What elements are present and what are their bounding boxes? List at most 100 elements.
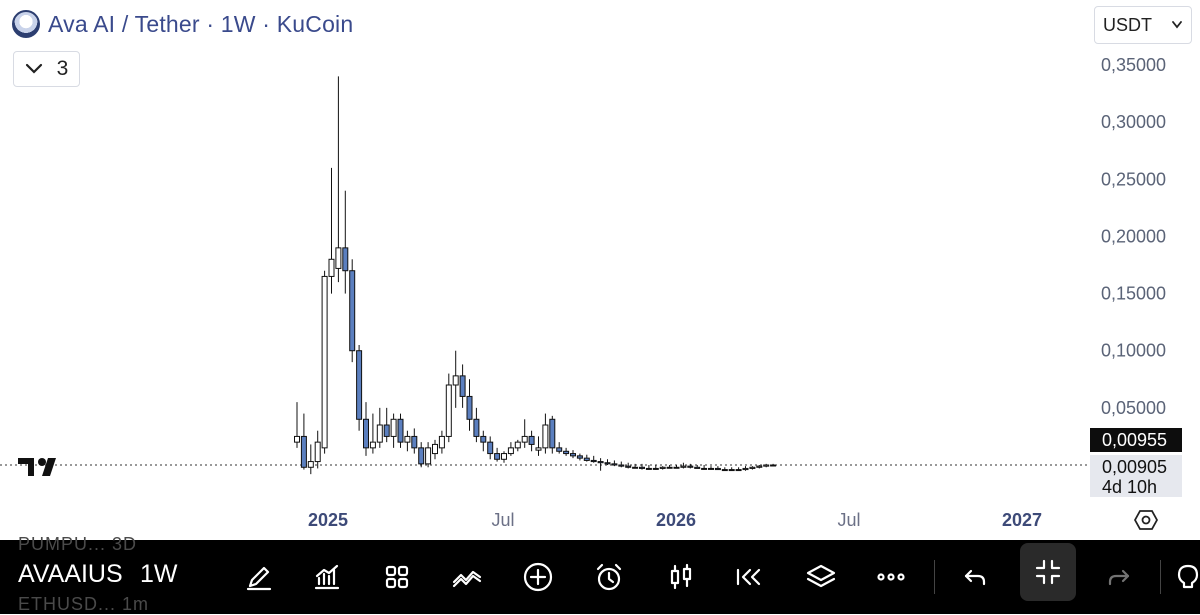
alert-button[interactable]	[584, 552, 634, 602]
y-tick-label: 0,35000	[1101, 55, 1166, 75]
redo-button[interactable]	[1094, 552, 1144, 602]
replay-button[interactable]	[724, 552, 774, 602]
chevron-down-icon	[1172, 21, 1182, 29]
candle	[680, 462, 687, 469]
current-price-tag: 0,00955	[1090, 428, 1182, 452]
candle-body	[452, 375, 459, 386]
candle-body	[570, 453, 576, 457]
candle-body	[363, 418, 369, 449]
candle	[418, 442, 425, 468]
candle	[383, 407, 390, 443]
x-tick-label: 2025	[308, 510, 348, 530]
candle	[521, 419, 528, 448]
x-tick-label: Jul	[837, 510, 860, 530]
close-price-tag: 0,00905 4d 10h	[1090, 455, 1182, 497]
candle	[625, 462, 632, 469]
currency-select[interactable]: USDT	[1094, 6, 1192, 44]
candle	[335, 76, 342, 283]
interval-button[interactable]: 1W	[140, 560, 178, 588]
candlestick-chart[interactable]: 0,35000 0,30000 0,25000 0,20000 0,15000 0,100…	[0, 0, 1200, 540]
indicator-legend-toggle[interactable]: 3	[13, 51, 80, 87]
ghost-watchlist-item: ETHUSD... 1m	[18, 594, 150, 614]
candle-body	[501, 453, 507, 460]
candle	[611, 460, 618, 467]
candle-body	[514, 441, 521, 449]
candle	[328, 167, 335, 294]
candle-body	[714, 467, 721, 471]
candle-body	[632, 466, 639, 469]
more-button[interactable]	[866, 552, 916, 602]
candle-body	[307, 461, 314, 468]
candle	[721, 467, 728, 472]
layers-button[interactable]	[796, 552, 846, 602]
candle	[673, 465, 680, 469]
candle	[645, 465, 652, 470]
y-tick-label: 0,05000	[1101, 398, 1166, 418]
indicators-icon	[314, 564, 340, 590]
candle-body	[438, 435, 445, 449]
y-tick-label: 0,15000	[1101, 284, 1166, 304]
candle	[742, 466, 749, 471]
draw-tool-button[interactable]	[234, 552, 284, 602]
candle	[356, 345, 363, 431]
collapse-icon	[1035, 559, 1061, 585]
compare-button[interactable]	[442, 552, 492, 602]
candle-body	[749, 466, 756, 469]
candle	[438, 430, 445, 454]
candle-body	[687, 465, 694, 468]
candle-body	[335, 247, 342, 269]
candle-body	[494, 453, 501, 460]
candle	[708, 466, 714, 470]
chart-title: Ava AI / Tether · 1W · KuCoin	[48, 10, 354, 37]
indicators-button[interactable]	[302, 552, 352, 602]
candle-body	[756, 465, 763, 468]
candle	[349, 259, 356, 363]
candle-body	[763, 464, 770, 467]
candle-body	[300, 435, 307, 468]
ghost-watchlist-item: PUMPU... 3D	[18, 534, 138, 554]
draw-icon	[246, 566, 272, 591]
redo-icon	[1108, 569, 1130, 586]
chart-type-icon	[670, 563, 692, 590]
candle-body	[404, 435, 411, 443]
candle	[376, 407, 383, 448]
undo-button[interactable]	[950, 552, 1000, 602]
candle-body	[597, 461, 604, 464]
candle-body	[721, 469, 728, 472]
currency-selected: USDT	[1103, 14, 1152, 35]
candle	[687, 463, 694, 469]
candle	[307, 444, 314, 475]
collapse-button[interactable]	[1020, 543, 1076, 601]
alert-icon	[596, 563, 622, 591]
layouts-button[interactable]	[372, 552, 422, 602]
candle-body	[473, 418, 480, 437]
y-tick-label: 0,10000	[1101, 341, 1166, 361]
compare-icon	[452, 570, 482, 588]
chart-area[interactable]: 0,35000 0,30000 0,25000 0,20000 0,15000 0,100…	[0, 0, 1200, 540]
symbol-button[interactable]: AVAAIUS	[18, 560, 123, 588]
ideas-button[interactable]	[1172, 552, 1200, 602]
tradingview-logo-icon[interactable]	[18, 454, 64, 478]
more-icon	[877, 573, 905, 581]
candle	[590, 455, 597, 463]
settings-icon[interactable]	[1134, 508, 1158, 532]
candle-body	[639, 466, 645, 469]
candle-body	[432, 443, 438, 455]
add-button[interactable]	[513, 552, 563, 602]
candle-body	[321, 275, 328, 449]
candle	[445, 373, 452, 443]
candle-body	[535, 447, 542, 451]
candle-body	[549, 418, 556, 449]
candle-body	[349, 270, 356, 352]
candle	[652, 465, 659, 470]
candle-body	[507, 447, 514, 455]
candle	[701, 465, 708, 470]
y-tick-label: 0,20000	[1101, 226, 1166, 246]
candle	[363, 402, 369, 456]
candle	[570, 450, 576, 459]
candle-body	[459, 375, 466, 397]
candle-body	[466, 395, 473, 420]
chart-type-button[interactable]	[656, 552, 706, 602]
candle-body	[369, 441, 376, 449]
close-price: 0,00905	[1102, 457, 1168, 477]
